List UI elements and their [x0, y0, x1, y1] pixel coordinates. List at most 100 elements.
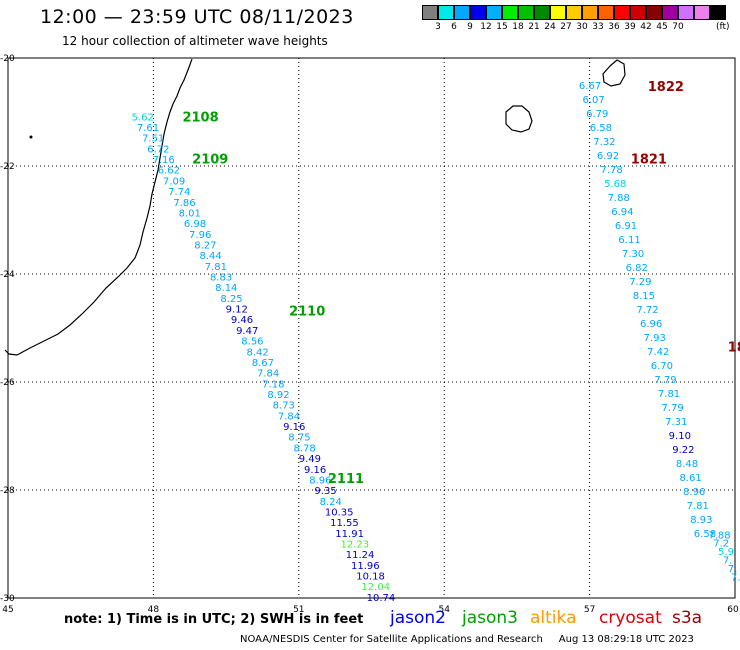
- wave-height-value: 7.31: [665, 417, 687, 428]
- wave-height-value: 7.88: [608, 193, 630, 204]
- wave-height-value: 7.81: [658, 389, 680, 400]
- color-scale-label: 12: [480, 22, 492, 32]
- color-swatch: [422, 5, 438, 20]
- reunion-island: [505, 105, 533, 133]
- color-swatch: [598, 5, 614, 20]
- wave-height-value: 6.94: [611, 207, 633, 218]
- wave-height-value: 7.88: [708, 530, 730, 541]
- wave-height-value: 10.35: [325, 507, 354, 518]
- lat-tick-label: -30: [0, 594, 15, 604]
- color-swatch: [582, 5, 598, 20]
- wave-height-value: 9.49: [299, 454, 321, 465]
- pass-number-label: 2111: [328, 472, 364, 487]
- color-swatch: [438, 5, 454, 20]
- footnote: note: 1) Time is in UTC; 2) SWH is in fe…: [64, 612, 364, 627]
- wave-height-value: 7.81: [205, 262, 227, 273]
- color-swatch: [710, 5, 726, 20]
- color-scale-label: 24: [544, 22, 556, 32]
- mauritius-island: [602, 59, 626, 87]
- wave-height-value: 7.61: [137, 123, 159, 134]
- wave-height-value: 7.86: [173, 198, 195, 209]
- color-swatch: [486, 5, 502, 20]
- map-frame: [7, 57, 736, 599]
- wave-height-value: 7.2: [713, 539, 729, 550]
- lat-tick-label: -28: [0, 486, 15, 496]
- wave-height-value: 9.16: [304, 465, 326, 476]
- wave-height-value: 8.92: [267, 390, 289, 401]
- wave-height-value: 8.67: [252, 358, 274, 369]
- wave-height-value: 7.93: [644, 333, 666, 344]
- color-swatch: [646, 5, 662, 20]
- wave-height-value: 5.62: [132, 112, 154, 123]
- wave-height-value: 7.32: [593, 137, 615, 148]
- color-swatch: [662, 5, 678, 20]
- wave-height-value: 5.9: [718, 547, 734, 558]
- pass-number-label: 2109: [192, 152, 228, 167]
- madagascar-coastline: [4, 58, 193, 356]
- legend-entry-s3a: s3a: [672, 608, 703, 628]
- wave-height-value: 8.15: [633, 291, 655, 302]
- wave-height-value: 6.98: [184, 219, 206, 230]
- wave-height-value: 8.14: [215, 283, 237, 294]
- lon-tick-label: 54: [438, 605, 450, 615]
- wave-height-value: 6.07: [583, 95, 605, 106]
- lat-tick-label: -20: [0, 54, 15, 64]
- wave-height-value: 8.42: [247, 347, 269, 358]
- wave-height-value: 9.47: [236, 326, 258, 337]
- wave-height-value: 8.24: [320, 497, 342, 508]
- wave-height-value: 8.96: [683, 487, 705, 498]
- wave-height-value: 11.55: [330, 518, 359, 529]
- color-swatch: [550, 5, 566, 20]
- color-scale-label: 18: [512, 22, 524, 32]
- wave-height-value: 9.10: [669, 431, 691, 442]
- wave-height-value: 9.22: [672, 445, 694, 456]
- wave-height-value: 11.96: [351, 561, 380, 572]
- wave-height-value: 7.16: [152, 155, 174, 166]
- wave-height-value: 7.09: [163, 176, 185, 187]
- credit-text: NOAA/NESDIS Center for Satellite Applica…: [240, 634, 543, 645]
- page-title: 12:00 — 23:59 UTC 08/11/2023: [40, 6, 354, 28]
- wave-height-value: 7.51: [142, 134, 164, 145]
- color-scale-label: 21: [528, 22, 540, 32]
- page-subtitle: 12 hour collection of altimeter wave hei…: [62, 34, 328, 48]
- wave-height-value: 5.68: [604, 179, 626, 190]
- wave-height-value: 9.35: [314, 486, 336, 497]
- color-swatch: [454, 5, 470, 20]
- map-axes: 45 48 51 54 57 60 -20 -22 -24 -26 -28 -30: [0, 54, 739, 615]
- legend-entry-cryosat: cryosat: [599, 608, 662, 628]
- pass-number-label: 1822: [648, 80, 684, 95]
- lon-tick-label: 51: [293, 605, 304, 615]
- wave-height-value: 8.75: [288, 433, 310, 444]
- color-swatch: [518, 5, 534, 20]
- color-scale-label: 45: [656, 22, 668, 32]
- wave-height-value: 12.23: [341, 540, 370, 551]
- credits: NOAA/NESDIS Center for Satellite Applica…: [240, 634, 694, 645]
- wave-height-value: 6.11: [618, 235, 640, 246]
- lat-tick-label: -22: [0, 162, 15, 172]
- pass-number-label: 2108: [182, 110, 218, 125]
- wave-height-value: 8.27: [194, 240, 216, 251]
- lon-tick-label: 57: [584, 605, 595, 615]
- color-scale-label: 3: [435, 22, 441, 32]
- legend-entry-jason2: jason2: [390, 608, 446, 628]
- wave-height-value: 6.58: [590, 123, 612, 134]
- wave-height-value: 6.96: [640, 319, 662, 330]
- wave-height-value: 7.18: [262, 379, 284, 390]
- color-swatch: [502, 5, 518, 20]
- wave-height-value: 6.79: [586, 109, 608, 120]
- wave-height-value: 7.96: [189, 230, 211, 241]
- wave-height-value: 6.58: [694, 529, 716, 540]
- color-swatch: [694, 5, 710, 20]
- color-scale-label: 9: [467, 22, 473, 32]
- wave-height-values: 5.627.617.516.727.166.627.097.747.868.01…: [132, 81, 740, 604]
- wave-height-value: 7.42: [647, 347, 669, 358]
- wave-height-value: 8.44: [199, 251, 221, 262]
- color-scale-label: 15: [496, 22, 508, 32]
- wave-height-value: 9.12: [226, 305, 248, 316]
- wave-height-value: 10.18: [356, 572, 385, 583]
- color-swatch: [534, 5, 550, 20]
- lat-tick-label: -24: [0, 270, 15, 280]
- wave-height-value: 6.72: [147, 144, 169, 155]
- wave-height-value: 9.46: [231, 315, 253, 326]
- color-scale-unit: (ft): [716, 22, 730, 32]
